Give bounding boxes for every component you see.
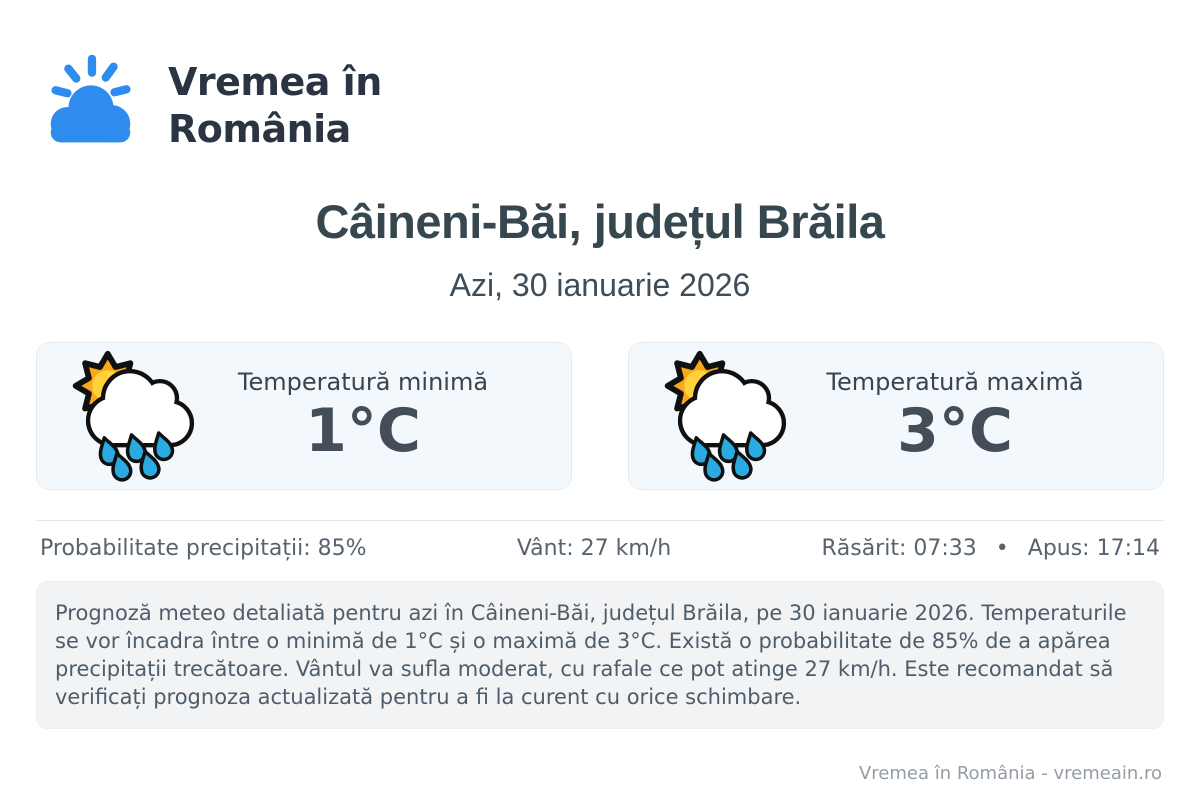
cloud-with-sun-rays-icon [50,54,131,143]
max-temperature-card: Temperatură maximă 3°C [628,342,1164,490]
logo-line1: Vremea în [168,60,382,104]
sunset-stat: Apus: 17:14 [1027,536,1160,561]
site-logo[interactable]: Vremea în România [36,0,1164,162]
temperature-cards: Temperatură minimă 1°C Te [36,342,1164,490]
wind-stat: Vânt: 27 km/h [516,536,672,561]
bullet-separator: • [995,536,1009,561]
sun-times-stat: Răsărit: 07:33 • Apus: 17:14 [821,536,1160,561]
precipitation-stat: Probabilitate precipitații: 85% [40,536,367,561]
logo-line2: România [168,107,351,151]
stats-row: Probabilitate precipitații: 85% Vânt: 27… [36,521,1164,561]
sunrise-stat: Răsărit: 07:33 [821,536,977,561]
logo-wordmark: Vremea în România [168,59,382,153]
min-temperature-label: Temperatură minimă [237,368,489,396]
min-temperature-value: 1°C [305,396,421,466]
sun-behind-rain-cloud-icon [72,350,195,482]
divider [36,520,1164,521]
page-subtitle: Azi, 30 ianuarie 2026 [449,267,751,303]
max-temperature-label: Temperatură maximă [826,368,1084,396]
max-temperature-value: 3°C [897,396,1013,466]
min-temperature-card: Temperatură minimă 1°C [36,342,572,490]
page-title: Câineni-Băi, județul Brăila [315,195,885,248]
forecast-summary: Prognoză meteo detaliată pentru azi în C… [36,581,1164,729]
footer-credit: Vremea în România - vremeain.ro [858,763,1162,784]
sun-behind-rain-cloud-icon [664,350,787,482]
